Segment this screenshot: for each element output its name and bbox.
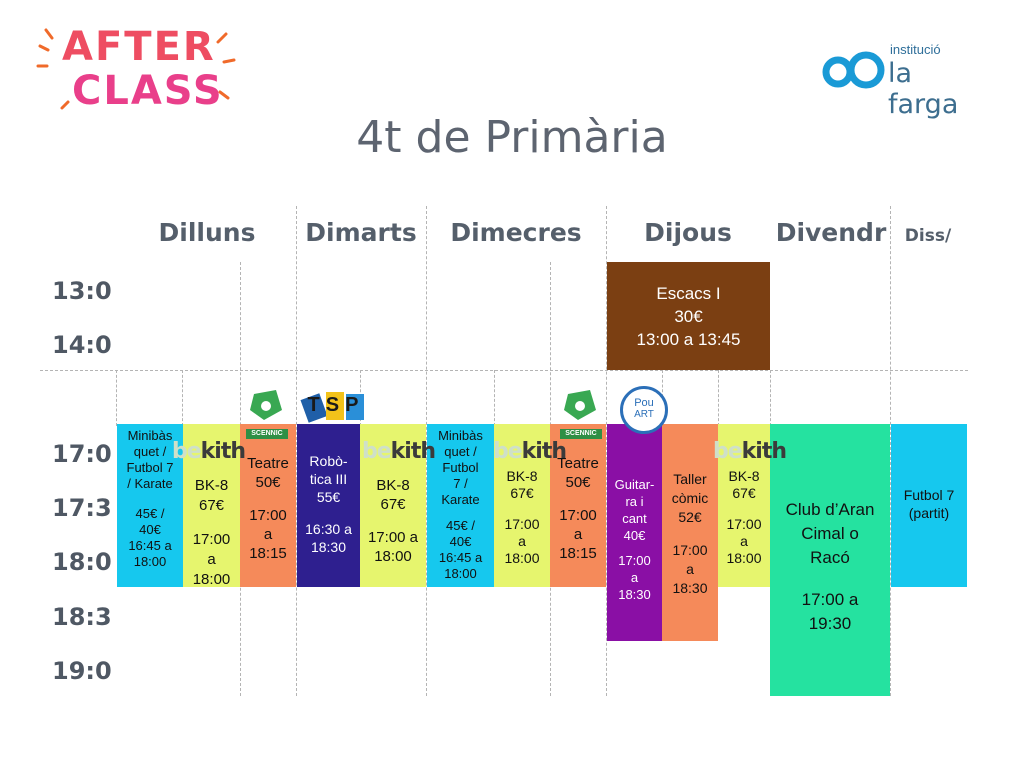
day-header-saturday: Diss/ [904, 226, 952, 246]
activity-fri-club: Club d’Aran Cimal o Racó 17:00 a 19:30 [770, 424, 890, 696]
pou-art-logo-line2: ART [634, 409, 654, 420]
time-label: 18:0 [52, 548, 112, 576]
day-header-thursday: Dijous [644, 218, 732, 247]
tsp-logo-icon [300, 392, 364, 423]
grid-line [182, 370, 183, 426]
institution-logo: institució la farga [820, 42, 990, 120]
grid-line [890, 206, 891, 696]
activity-mon-bk8: BK-8 67€ 17:00 a 18:00 [183, 424, 240, 587]
tsp-logo-label: TSP [307, 394, 365, 416]
scennic-logo: SCENNIC [246, 388, 288, 439]
bekith-logo: bekith [362, 439, 436, 464]
day-header-friday: Divendr [775, 218, 887, 247]
day-header-wednesday: Dimecres [450, 218, 582, 247]
activity-tue-robotica: Robò- tica III 55€ 16:30 a 18:30 [297, 424, 360, 587]
page-title: 4t de Primària [356, 112, 668, 163]
activity-mon-minibasquet: Minibàs quet / Futbol 7 / Karate 45€ / 4… [117, 424, 183, 587]
scennic-logo-label: SCENNIC [246, 429, 288, 439]
time-label: 19:0 [52, 657, 112, 685]
grid-line [770, 370, 771, 426]
activity-wed-minibasquet: Minibàs quet / Futbol 7 / Karate 45€ / 4… [427, 424, 494, 587]
time-label: 17:0 [52, 440, 112, 468]
activity-thu-taller-comic: Taller còmic 52€ 17:00 a 18:30 [662, 424, 718, 641]
activity-sat-futbol: Futbol 7 (partit) [891, 424, 967, 587]
bekith-logo: bekith [713, 439, 787, 464]
activity-wed-teatre: Teatre 50€ 17:00 a 18:15 [550, 424, 606, 587]
institution-name: la farga [888, 58, 959, 120]
activity-mon-teatre: Teatre 50€ 17:00 a 18:15 [240, 424, 296, 587]
activity-thu-bk8: BK-8 67€ 17:00 a 18:00 [718, 424, 770, 587]
after-class-logo: AFTER CLASS [32, 18, 242, 118]
grid-line [494, 370, 495, 426]
activity-escacs: Escacs I 30€ 13:00 a 13:45 [607, 262, 770, 370]
day-header-tuesday: Dimarts [305, 218, 417, 247]
tsp-logo: TSP [300, 388, 370, 424]
time-label: 17:3 [52, 494, 112, 522]
grid-line [40, 370, 968, 371]
after-class-logo-line2: CLASS [72, 68, 224, 114]
institution-logo-icon [822, 51, 885, 89]
bekith-logo: bekith [493, 439, 567, 464]
activity-tue-bk8: BK-8 67€ 17:00 a 18:00 [360, 424, 426, 587]
pou-art-logo-line1: Pou [634, 397, 654, 409]
scennic-logo-icon [564, 390, 596, 420]
grid-line [606, 206, 607, 696]
after-class-logo-line1: AFTER [62, 24, 216, 70]
grid-line [116, 370, 117, 426]
bekith-logo: bekith [172, 439, 246, 464]
grid-line [718, 370, 719, 426]
pou-art-logo: Pou ART [620, 386, 668, 434]
scennic-logo-label: SCENNIC [560, 429, 602, 439]
institution-small-label: institució [890, 42, 941, 57]
activity-thu-guitarra: Guitar- ra i cant 40€ 17:00 a 18:30 [607, 424, 662, 641]
day-header-monday: Dilluns [158, 218, 256, 247]
scennic-logo-icon [250, 390, 282, 420]
scennic-logo: SCENNIC [560, 388, 602, 439]
grid-line [296, 206, 297, 696]
activity-wed-bk8: BK-8 67€ 17:00 a 18:00 [494, 424, 550, 587]
after-class-logo-art [36, 28, 236, 110]
time-label: 18:3 [52, 603, 112, 631]
time-label: 13:0 [52, 277, 112, 305]
time-label: 14:0 [52, 331, 112, 359]
grid-line [426, 206, 427, 696]
